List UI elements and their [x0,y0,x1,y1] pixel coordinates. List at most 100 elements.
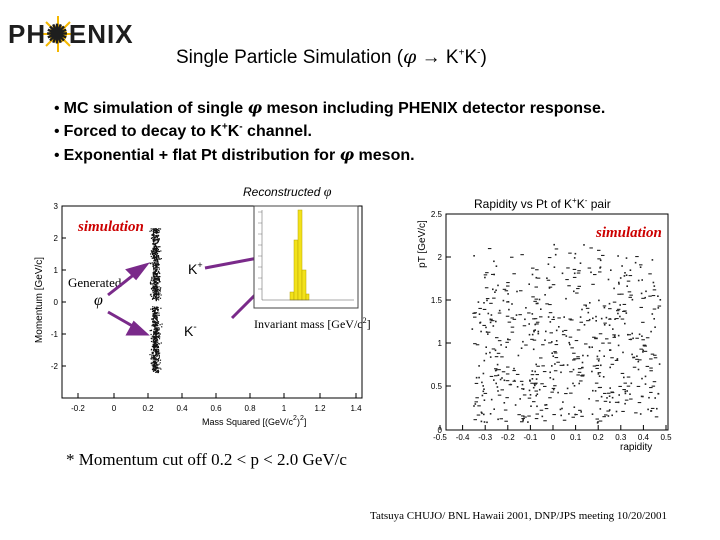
left-scatter-point [156,313,158,315]
right-scatter-point [634,261,637,264]
right-scatter-point [577,371,582,373]
right-scatter-point [532,401,536,403]
left-scatter-point [155,353,157,355]
right-scatter-point [517,354,520,357]
right-scatter-point [576,356,580,358]
right-scatter-point [522,394,527,396]
left-scatter-point [154,362,156,364]
right-scatter-point [491,320,495,322]
left-scatter-point [155,270,157,272]
left-scatter-point [156,343,158,346]
left-scatter-point [156,265,158,267]
right-scatter-point [621,265,623,267]
left-scatter-point [159,352,161,354]
right-scatter-point [653,354,657,356]
right-scatter-point [595,367,599,369]
left-scatter-point [152,251,154,253]
left-xtick-label: 1.4 [350,404,362,413]
right-scatter-point [534,370,536,373]
right-scatter-point [541,365,545,367]
right-scatter-point [505,380,510,382]
right-scatter-point [504,290,509,292]
left-scatter-point [154,365,156,367]
left-scatter-point [157,346,159,348]
left-scatter-point [150,255,152,258]
left-scatter-point [152,321,154,323]
right-scatter-point [532,339,537,341]
right-xtick-label: -0.3 [478,433,492,442]
right-scatter-point [615,318,619,320]
left-scatter-point [160,294,162,296]
right-scatter-point [594,390,597,392]
left-scatter-point [154,325,156,327]
right-scatter-point [598,375,601,377]
right-scatter-point [591,370,593,373]
right-scatter-point [544,294,546,296]
right-scatter-point [473,405,475,407]
right-scatter-point [562,364,565,366]
right-scatter-point [530,382,534,384]
left-scatter-point [157,293,159,295]
right-scatter-point [494,375,498,377]
left-scatter-point [156,258,158,260]
left-scatter-point [151,237,153,239]
right-scatter-point [613,287,615,290]
right-scatter-point [559,408,562,411]
right-ytick-label: 2.5 [431,210,443,219]
right-scatter-point [650,407,655,409]
right-scatter-point [535,413,539,415]
left-scatter-point [156,255,158,257]
inset-histogram-bar [301,269,307,301]
left-scatter-point [151,298,154,300]
left-scatter-point [156,277,158,280]
right-scatter-point [608,302,611,305]
right-scatter-point [617,312,619,315]
right-scatter-point [635,358,639,360]
left-scatter-point [152,313,154,315]
left-scatter-point [151,288,153,290]
left-scatter-point [150,279,152,281]
right-scatter-point [570,319,574,321]
left-scatter-point [155,349,157,351]
left-scatter-point [153,256,155,258]
left-scatter-point [150,230,152,232]
left-scatter-point [155,308,157,310]
right-scatter-point [603,324,606,326]
right-scatter-point [481,412,483,415]
right-scatter-point [639,413,642,415]
left-scatter-point [149,282,151,284]
right-scatter-point [557,391,559,394]
left-scatter-point [156,279,158,281]
right-scatter-point [618,394,620,396]
right-scatter-point [494,291,496,293]
right-scatter-point [495,265,498,267]
left-scatter-point [150,295,153,297]
right-scatter-point [598,333,603,335]
right-scatter-point [627,333,629,336]
right-scatter-point [615,410,618,413]
left-scatter-point [153,370,155,372]
right-scatter-point [595,320,597,322]
right-scatter-point [510,256,514,258]
right-scatter-point [624,399,629,401]
right-scatter-point [571,416,575,418]
right-scatter-point [592,317,594,320]
left-plot-xlabel: Mass Squared [(GeV/c2)2] [202,415,306,427]
right-scatter-point [491,273,495,275]
left-scatter-point [153,276,155,278]
right-scatter-point [576,374,580,376]
right-scatter-point [497,312,502,314]
right-scatter-point [473,419,477,421]
left-scatter-point [151,356,153,358]
right-scatter-point [499,418,503,420]
right-scatter-point [512,273,516,275]
left-scatter-point [155,292,157,294]
right-scatter-point [611,414,613,417]
left-scatter-point [154,326,156,328]
right-scatter-point [554,357,559,359]
title-k2: K [464,47,478,68]
right-scatter-point [554,253,557,256]
kplus-label: K+ [188,260,203,277]
right-scatter-point [514,404,517,406]
right-scatter-point [484,276,486,279]
